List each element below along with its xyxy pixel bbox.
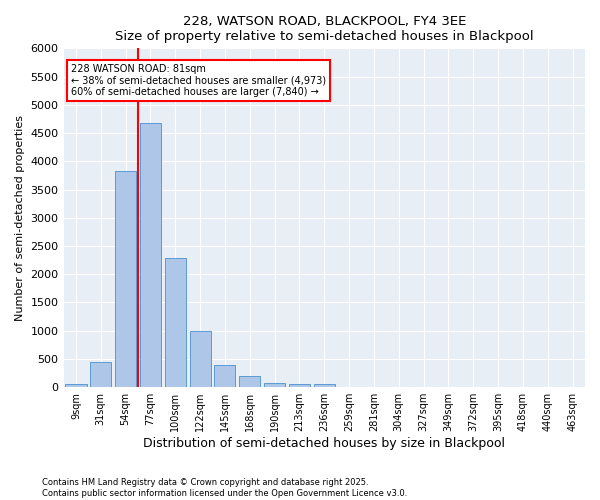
Bar	[289, 384, 310, 387]
Bar	[165, 258, 186, 387]
Bar	[214, 364, 235, 387]
Bar	[90, 362, 112, 387]
Bar	[115, 172, 136, 387]
Bar	[190, 332, 211, 387]
Bar	[264, 382, 285, 387]
Bar	[65, 384, 86, 387]
Text: 228 WATSON ROAD: 81sqm
← 38% of semi-detached houses are smaller (4,973)
60% of : 228 WATSON ROAD: 81sqm ← 38% of semi-det…	[71, 64, 326, 97]
Bar	[140, 123, 161, 387]
X-axis label: Distribution of semi-detached houses by size in Blackpool: Distribution of semi-detached houses by …	[143, 437, 505, 450]
Bar	[314, 384, 335, 387]
Text: Contains HM Land Registry data © Crown copyright and database right 2025.
Contai: Contains HM Land Registry data © Crown c…	[42, 478, 407, 498]
Y-axis label: Number of semi-detached properties: Number of semi-detached properties	[15, 115, 25, 321]
Bar	[239, 376, 260, 387]
Title: 228, WATSON ROAD, BLACKPOOL, FY4 3EE
Size of property relative to semi-detached : 228, WATSON ROAD, BLACKPOOL, FY4 3EE Siz…	[115, 15, 533, 43]
